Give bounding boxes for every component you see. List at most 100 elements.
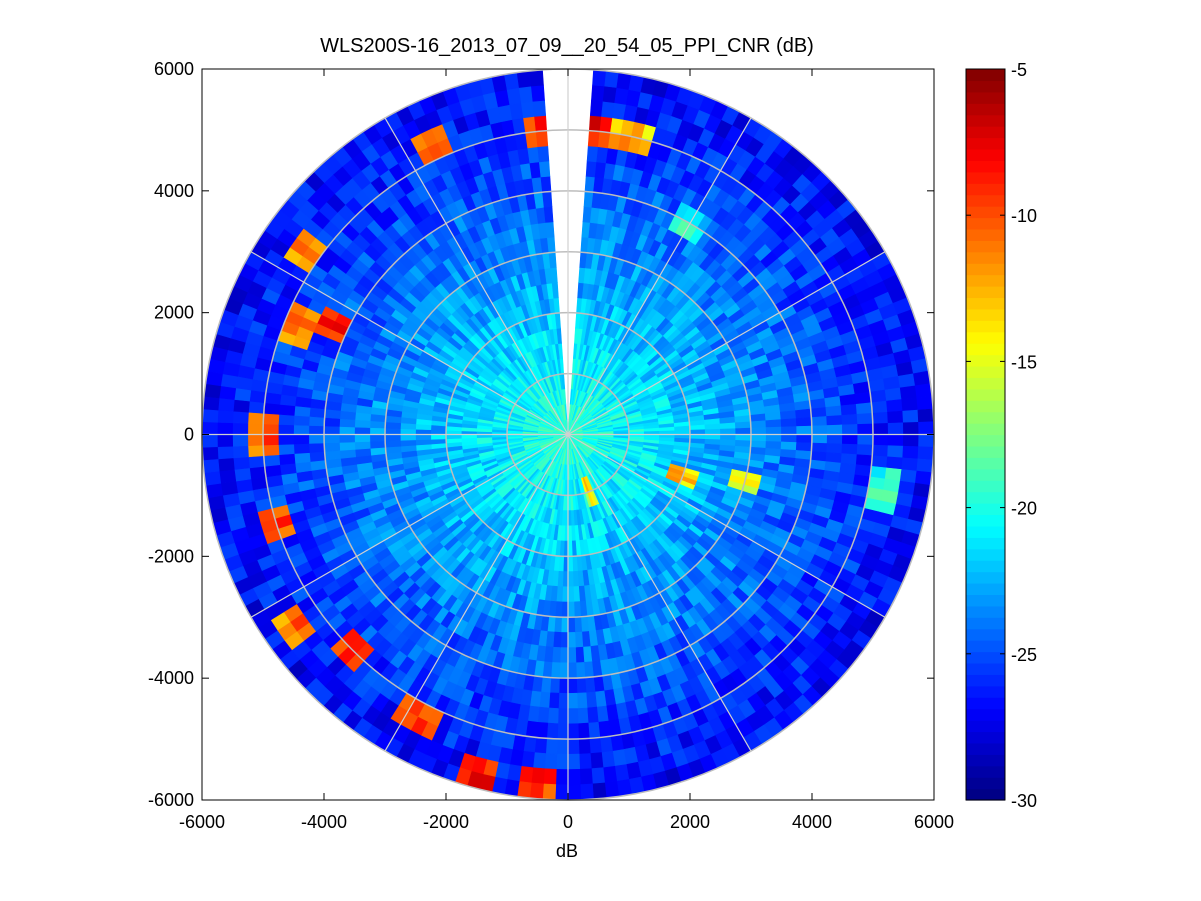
cnr-cell [811,425,828,435]
cnr-cell [567,632,576,649]
colorbar-step [966,91,1005,104]
cnr-cell [504,72,520,90]
colorbar-step [966,365,1005,378]
cnr-cell [220,480,238,496]
cnr-cell [567,616,576,633]
cnr-cell [750,434,767,442]
y-tick-label: -2000 [148,546,194,566]
y-tick-label: -4000 [148,668,194,688]
cnr-cell [796,434,813,444]
cnr-cell [765,426,782,435]
cnr-cell [811,442,828,453]
cnr-cell [232,410,249,424]
cnr-cell [559,647,569,664]
cnr-cell [869,389,887,404]
cnr-cell [588,737,602,754]
x-tick-label: 0 [563,812,573,832]
cnr-cell [567,768,581,786]
colorbar-step [966,777,1005,790]
colorbar-step [966,217,1005,230]
cnr-cell [534,115,548,132]
x-tick-label: -2000 [423,812,469,832]
cnr-cell [589,99,604,117]
cnr-cell [887,434,904,447]
cnr-cell [883,375,901,391]
cnr-cell [918,421,935,435]
cnr-cell [248,400,266,414]
cnr-cell [547,707,559,725]
cnr-cell [826,415,843,426]
cnr-cell [592,782,607,800]
cnr-cell [262,444,280,457]
cnr-cell [247,444,265,458]
cnr-cell [555,753,569,770]
cnr-cell [247,411,265,425]
cnr-cell [509,102,524,120]
cnr-cell [584,676,596,694]
cnr-cell [384,427,401,435]
cnr-cell [855,454,873,467]
cnr-cell [841,424,859,435]
cnr-cell [825,405,843,417]
cnr-cell [339,418,356,428]
colorbar-step [966,160,1005,173]
cnr-cell [558,677,569,694]
cnr-cell [516,70,532,88]
colorbar-step [966,582,1005,595]
cnr-cell [339,449,357,459]
colorbar-step [966,400,1005,413]
cnr-cell [577,707,589,725]
colorbar-step [966,525,1005,538]
colorbar-tick-label: -30 [1011,791,1037,811]
cnr-cell [591,767,606,785]
cnr-cell [546,722,559,740]
cnr-cell [585,691,598,709]
cnr-cell [612,749,627,767]
cnr-cell [765,419,782,428]
colorbar-step [966,731,1005,744]
colorbar-step [966,103,1005,116]
cnr-cell [339,441,356,451]
cnr-cell [826,424,843,435]
cnr-cell [567,677,578,694]
cnr-cell [232,399,250,413]
cnr-cell [887,422,904,435]
cnr-cell [550,662,561,679]
cnr-cell [293,452,311,464]
cnr-cell [205,482,223,499]
cnr-cell [530,767,545,785]
cnr-cell [558,692,569,709]
cnr-cell [735,434,752,442]
cnr-cell [857,434,874,446]
cnr-cell [430,438,447,445]
cnr-cell [854,391,872,405]
cnr-cell [781,434,798,443]
cnr-cell [750,427,767,435]
cnr-cell [562,571,569,588]
cnr-cell [557,723,569,740]
cnr-cell [580,615,590,633]
cnr-cell [840,403,858,416]
cnr-cell [369,440,386,449]
cnr-cell [734,421,752,430]
cnr-cell [604,70,620,88]
cnr-cell [354,426,371,435]
cnr-cell [614,764,630,782]
cnr-cell [537,706,550,724]
cnr-cell [217,409,234,424]
cnr-cell [561,601,569,618]
cnr-cell [586,145,599,163]
cnr-cell [592,69,607,87]
colorbar-step [966,514,1005,527]
cnr-cell [567,556,574,572]
cnr-cell [216,421,234,435]
cnr-cell [902,434,920,448]
cnr-cell [264,464,282,478]
colorbar-step [966,251,1005,264]
cnr-cell [308,434,325,444]
colorbar-step [966,331,1005,344]
cnr-cell [780,418,797,428]
cnr-cell [765,434,782,443]
cnr-cell [525,131,539,149]
x-tick-label: 4000 [792,812,832,832]
